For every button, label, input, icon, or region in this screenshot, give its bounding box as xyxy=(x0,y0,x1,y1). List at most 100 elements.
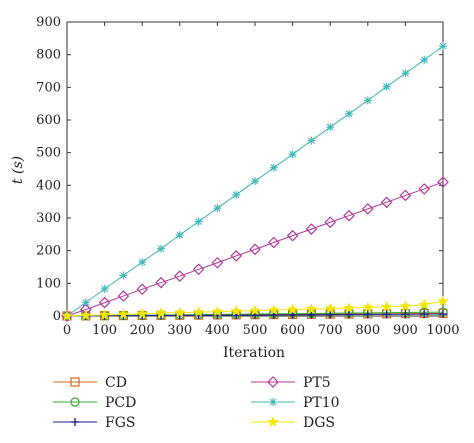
legend-label-pt10: PT10 xyxy=(303,395,340,411)
data-point-dgs xyxy=(117,308,129,320)
legend-label-cd: CD xyxy=(105,375,127,391)
data-point-dgs xyxy=(174,306,186,318)
legend-marker-cd xyxy=(70,377,80,387)
data-point-dgs xyxy=(343,302,355,313)
x-tick-label: 300 xyxy=(167,323,192,338)
legend-marker-pcd xyxy=(70,397,80,407)
data-point-pt5 xyxy=(286,229,299,242)
data-point-pt10 xyxy=(288,150,297,159)
y-axis-label: t (s) xyxy=(10,156,26,184)
data-point-pt10 xyxy=(194,217,203,226)
data-point-pt10 xyxy=(138,258,147,267)
data-point-pt10 xyxy=(251,177,259,186)
legend-item-pcd: PCD xyxy=(53,395,136,411)
data-point-pt10 xyxy=(81,298,90,307)
legend-item-fgs: FGS xyxy=(53,415,136,431)
data-point-dgs xyxy=(305,303,317,314)
data-point-pt10 xyxy=(157,244,165,253)
y-tick-label: 500 xyxy=(36,146,61,161)
data-point-fgs xyxy=(363,310,372,319)
data-point-pt5 xyxy=(399,189,412,202)
data-point-pt5 xyxy=(380,196,393,209)
data-point-dgs xyxy=(268,304,280,315)
data-point-dgs xyxy=(230,305,242,316)
legend-marker-dgs xyxy=(267,416,279,427)
data-point-pt5 xyxy=(98,296,111,309)
data-point-pt10 xyxy=(420,55,429,64)
data-point-pt5 xyxy=(136,283,149,296)
data-point-pt10 xyxy=(345,109,353,118)
legend-label-dgs: DGS xyxy=(303,415,335,431)
data-point-dgs xyxy=(362,301,374,313)
plot-area xyxy=(66,21,444,317)
series-line-pt5 xyxy=(66,181,444,317)
data-point-pt10 xyxy=(175,230,184,239)
legend-item-pt10: PT10 xyxy=(251,395,340,411)
data-point-fgs xyxy=(420,310,429,319)
y-tick-label: 300 xyxy=(36,211,61,226)
data-point-pt10 xyxy=(213,204,222,213)
data-point-pt10 xyxy=(382,82,391,91)
data-point-pt5 xyxy=(155,276,167,289)
data-point-pt5 xyxy=(230,250,243,262)
data-point-pt5 xyxy=(173,270,186,282)
x-tick-label: 800 xyxy=(355,323,380,338)
data-point-pt5 xyxy=(343,209,355,222)
y-tick-label: 200 xyxy=(36,244,61,259)
y-tick-label: 800 xyxy=(36,48,61,63)
data-point-pt5 xyxy=(437,176,449,188)
x-tick-label: 700 xyxy=(318,323,343,338)
x-tick-label: 500 xyxy=(243,323,268,338)
data-point-pt10 xyxy=(269,163,278,172)
data-point-dgs xyxy=(249,304,261,316)
y-tick-label: 0 xyxy=(53,309,61,324)
data-point-pt10 xyxy=(307,136,316,145)
series-dgs xyxy=(61,295,449,321)
data-point-dgs xyxy=(418,298,430,310)
data-point-pt10 xyxy=(401,69,410,78)
plot-frame xyxy=(66,21,444,317)
legend-marker-pt5 xyxy=(267,376,279,388)
y-tick-label: 600 xyxy=(36,113,61,128)
legend-marker-pt10 xyxy=(269,398,277,406)
data-point-dgs xyxy=(99,309,111,320)
data-point-pt5 xyxy=(192,263,205,276)
axes: 0 100 200 300 400 500 600 700 800 900 1000 0 100 200 3… xyxy=(36,15,459,338)
x-tick-label: 600 xyxy=(280,323,305,338)
legend-item-pt5: PT5 xyxy=(251,375,331,391)
series-pt10 xyxy=(63,42,447,320)
data-point-fgs xyxy=(401,310,410,319)
x-tick-label: 200 xyxy=(130,323,155,338)
data-point-dgs xyxy=(80,309,92,321)
data-point-dgs xyxy=(193,306,205,317)
data-point-dgs xyxy=(61,310,73,321)
data-point-fgs xyxy=(382,310,391,319)
legend-label-pcd: PCD xyxy=(105,395,136,411)
data-point-pt10 xyxy=(439,42,447,51)
legend-label-pt5: PT5 xyxy=(303,375,331,391)
data-point-dgs xyxy=(287,303,299,315)
data-point-fgs xyxy=(345,310,353,319)
y-tick-label: 900 xyxy=(36,15,61,30)
data-point-pt5 xyxy=(249,243,261,256)
data-point-dgs xyxy=(136,307,148,319)
x-tick-label: 900 xyxy=(393,323,418,338)
data-point-dgs xyxy=(437,295,449,306)
data-point-pt10 xyxy=(100,284,109,293)
y-tick-label: 400 xyxy=(36,178,61,193)
data-point-pt5 xyxy=(267,236,280,249)
series-layer xyxy=(61,42,449,322)
data-point-pt10 xyxy=(119,271,128,280)
legend: CD PCD FGS PT5 PT10 DGS xyxy=(53,375,340,431)
legend-item-dgs: DGS xyxy=(251,415,335,431)
data-point-dgs xyxy=(324,302,336,314)
data-point-pt10 xyxy=(363,96,372,105)
x-axis-label: Iteration xyxy=(223,345,285,361)
data-point-dgs xyxy=(155,307,167,318)
x-tick-label: 100 xyxy=(92,323,117,338)
data-point-pt5 xyxy=(324,216,337,229)
x-tick-label: 400 xyxy=(205,323,230,338)
legend-marker-fgs xyxy=(71,418,79,426)
data-point-pt5 xyxy=(117,290,130,302)
